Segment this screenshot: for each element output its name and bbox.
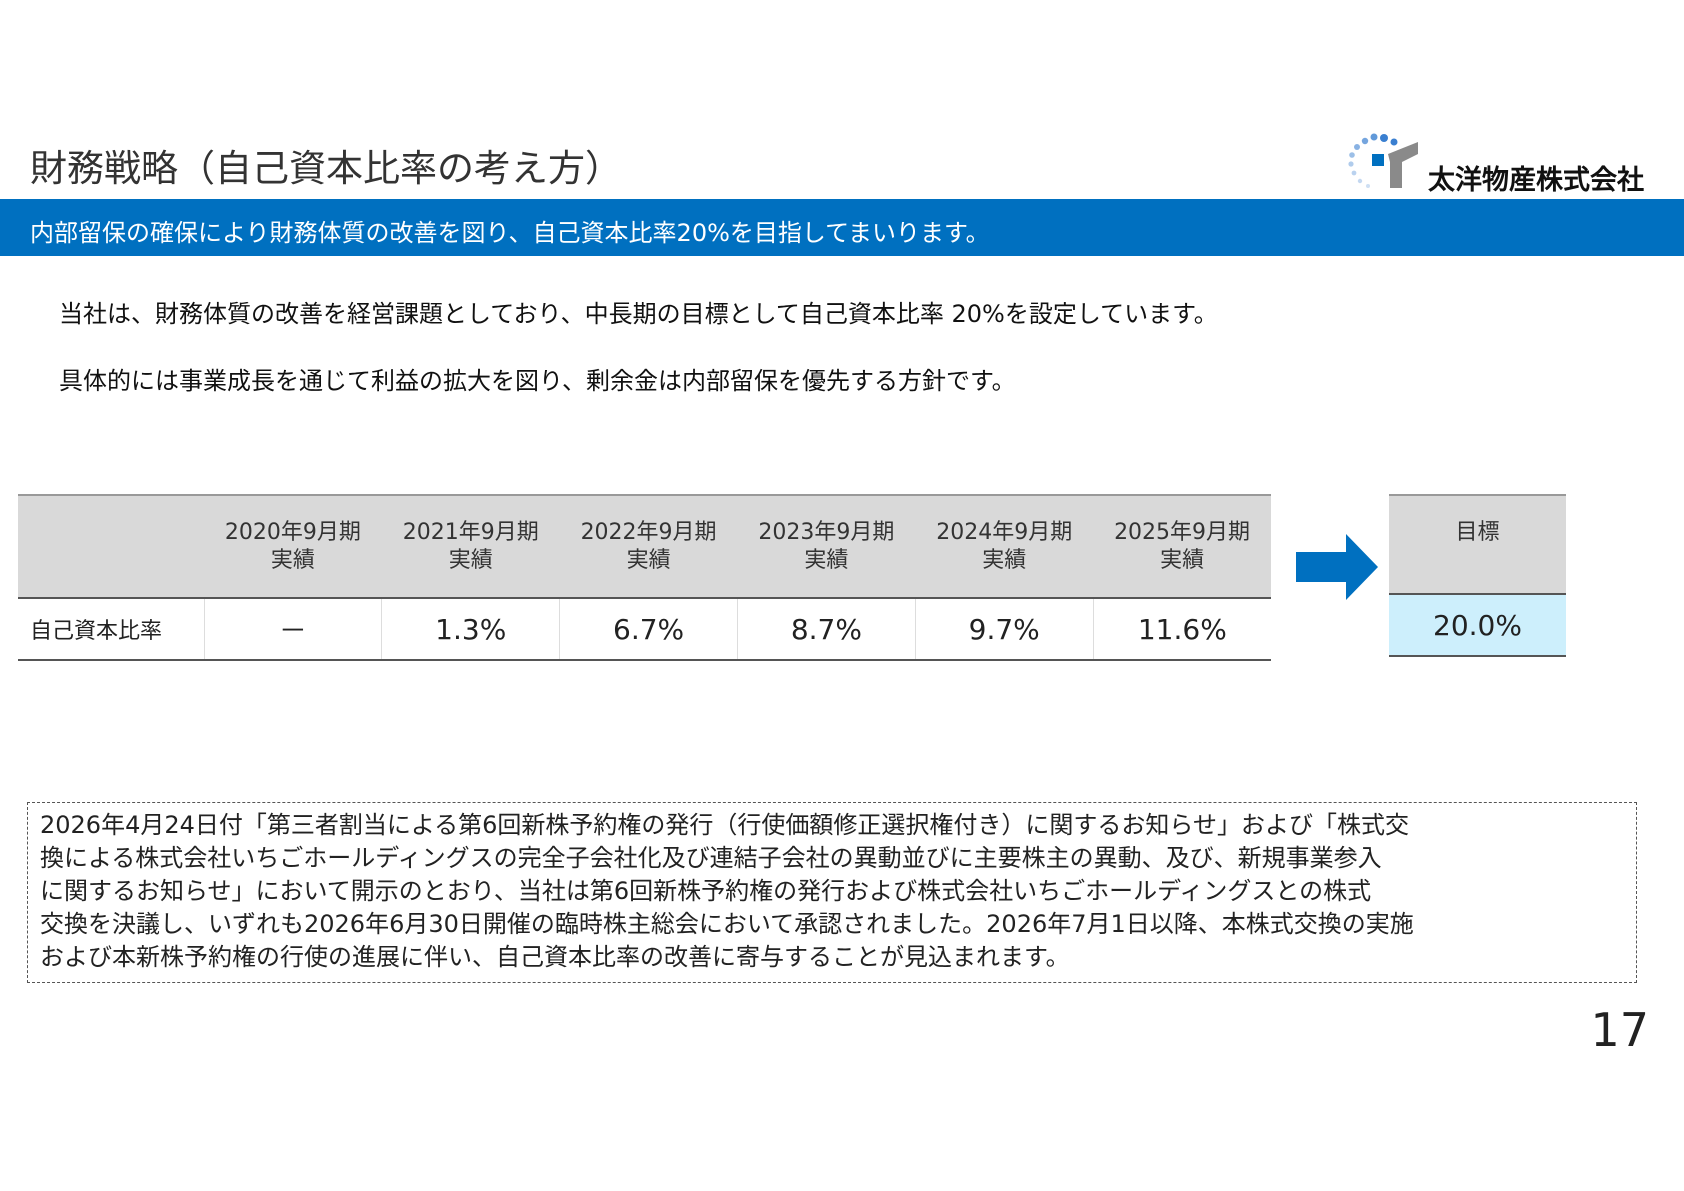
value-cell: 9.7% (914, 598, 1094, 661)
header-text: 2025年9月期 (1114, 519, 1251, 545)
body-text: 当社は、財務体質の改善を経営課題としており、中長期の目標として自己資本比率 20… (59, 300, 1218, 328)
note-box: 2026年4月24日付「第三者割当による第6回新株予約権の発行（行使価額修正選択… (27, 802, 1637, 983)
header-text: 実績 (982, 547, 1027, 573)
header-cell (18, 494, 204, 599)
company-name: 太洋物産株式会社 (1428, 165, 1644, 196)
header-cell: 2022年9月期 実績 (559, 494, 738, 599)
header-text: 実績 (626, 547, 671, 573)
arrow (1296, 534, 1378, 600)
value-cell: － (203, 598, 382, 661)
value-cell: 11.6% (1092, 598, 1271, 661)
banner-text: 内部留保の確保により財務体質の改善を図り、自己資本比率20%を目指してまいります… (30, 219, 990, 247)
page-number: 17 (1590, 1003, 1649, 1057)
note-line: 換による株式会社いちごホールディングスの完全子会社化及び連結子会社の異動並びに主… (40, 844, 1382, 872)
value-cell: 6.7% (559, 598, 738, 661)
note-line: 2026年4月24日付「第三者割当による第6回新株予約権の発行（行使価額修正選択… (40, 811, 1409, 839)
ratio-table: 2020年9月期 実績 2021年9月期 実績 2022年9月期 実績 2023年9月期 実績… (18, 494, 1271, 661)
header-cell: 2020年9月期 実績 (204, 494, 382, 599)
banner: 内部留保の確保により財務体質の改善を図り、自己資本比率20%を目指してまいります… (0, 199, 1684, 256)
header-text: 実績 (448, 547, 493, 573)
header-text: 実績 (1160, 547, 1205, 573)
value-cell: 8.7% (736, 598, 916, 661)
target-table: 目標 20.0% (1389, 494, 1566, 657)
body-text: 具体的には事業成長を通じて利益の拡大を図り、剰余金は内部留保を優先する方針です。 (59, 367, 1016, 395)
header-cell: 2023年9月期 実績 (737, 494, 916, 599)
logo-mark (1348, 133, 1418, 188)
note-line: および本新株予約権の行使の進展に伴い、自己資本比率の改善に寄与することが見込まれ… (40, 943, 1070, 971)
note-line: 交換を決議し、いずれも2026年6月30日開催の臨時株主総会において承認されまし… (40, 910, 1414, 938)
row-label: 自己資本比率 (18, 598, 204, 661)
target-value: 20.0% (1389, 594, 1566, 657)
note-line: に関するお知らせ」において開示のとおり、当社は第6回新株予約権の発行および株式会… (40, 877, 1372, 905)
table-row: 自己資本比率－ 1.3% 6.7% 8.7% 9.7% 11.6% (18, 598, 1271, 661)
header-cell: 2024年9月期 実績 (915, 494, 1094, 599)
value-cell: 1.3% (381, 598, 560, 661)
title: 財務戦略（自己資本比率の考え方） (30, 147, 622, 190)
header-text: 2022年9月期 (580, 519, 717, 545)
table-header-row: 2020年9月期 実績 2021年9月期 実績 2022年9月期 実績 2023年9月期 実績… (18, 494, 1271, 599)
header-text: 実績 (270, 547, 315, 573)
header-text: 2020年9月期 (224, 519, 361, 545)
header-text: 2024年9月期 (936, 519, 1073, 545)
header-text: 2023年9月期 (758, 519, 895, 545)
header-text: 実績 (804, 547, 849, 573)
header-text: 2021年9月期 (402, 519, 539, 545)
header-cell: 2021年9月期 実績 (381, 494, 560, 599)
header-cell: 2025年9月期 実績 (1093, 494, 1271, 599)
target-header: 目標 (1389, 494, 1566, 595)
